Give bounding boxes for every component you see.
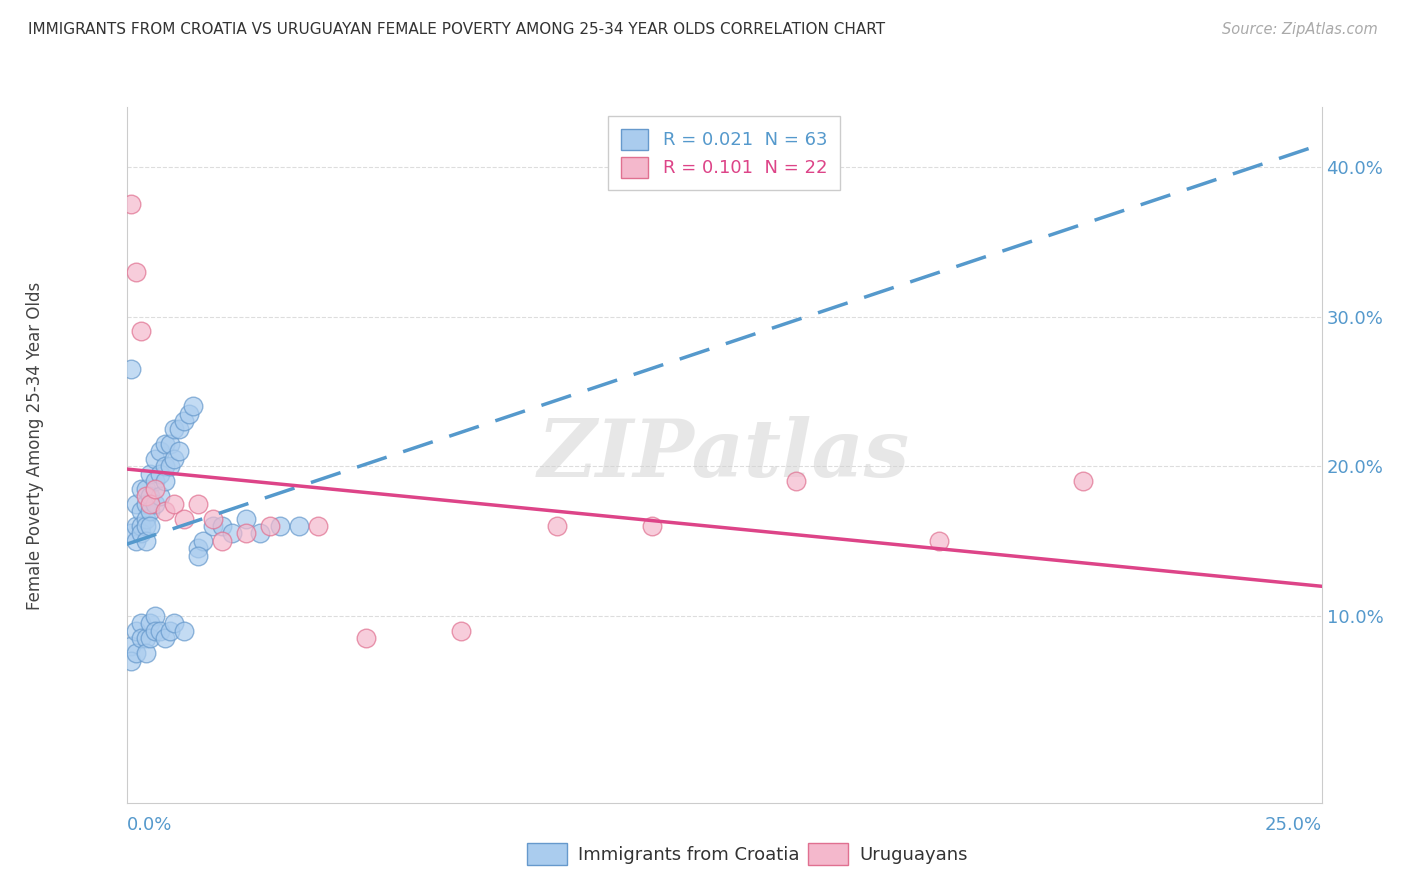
Text: Female Poverty Among 25-34 Year Olds: Female Poverty Among 25-34 Year Olds — [27, 282, 44, 610]
Point — [173, 414, 195, 428]
Point — [129, 504, 152, 518]
Point — [235, 526, 257, 541]
Point — [450, 624, 472, 638]
Text: Source: ZipAtlas.com: Source: ZipAtlas.com — [1222, 22, 1378, 37]
Point — [139, 519, 162, 533]
Point — [143, 624, 166, 638]
Point — [139, 504, 162, 518]
Point — [163, 422, 186, 436]
Point — [173, 624, 195, 638]
Point — [125, 646, 148, 660]
Point — [354, 631, 377, 645]
Text: Uruguayans: Uruguayans — [859, 846, 967, 863]
Text: 25.0%: 25.0% — [1264, 816, 1322, 834]
Point — [125, 624, 148, 638]
Point — [546, 519, 568, 533]
Point — [120, 362, 142, 376]
Point — [125, 265, 148, 279]
Point — [135, 631, 157, 645]
Point — [221, 526, 243, 541]
Point — [139, 467, 162, 481]
Point — [163, 616, 186, 631]
Point — [129, 482, 152, 496]
Point — [120, 639, 142, 653]
Point — [177, 407, 200, 421]
Point — [135, 482, 157, 496]
Point — [153, 504, 176, 518]
Point — [201, 519, 224, 533]
Point — [211, 519, 233, 533]
Point — [159, 624, 181, 638]
Point — [120, 197, 142, 211]
Point — [139, 631, 162, 645]
Point — [163, 451, 186, 466]
Point — [143, 451, 166, 466]
Point — [143, 608, 166, 623]
Point — [211, 533, 233, 548]
Point — [183, 399, 205, 413]
Point — [149, 624, 172, 638]
Point — [139, 497, 162, 511]
Point — [307, 519, 329, 533]
Point — [641, 519, 664, 533]
Point — [159, 436, 181, 450]
Point — [120, 526, 142, 541]
Text: Immigrants from Croatia: Immigrants from Croatia — [578, 846, 800, 863]
Point — [143, 497, 166, 511]
Point — [153, 459, 176, 474]
Point — [135, 511, 157, 525]
Point — [125, 519, 148, 533]
Point — [187, 549, 209, 563]
Point — [269, 519, 291, 533]
Point — [187, 541, 209, 556]
Text: 0.0%: 0.0% — [127, 816, 172, 834]
Point — [235, 511, 257, 525]
Point — [153, 436, 176, 450]
Point — [149, 444, 172, 458]
Point — [135, 519, 157, 533]
Point — [287, 519, 309, 533]
Point — [135, 646, 157, 660]
Point — [143, 482, 166, 496]
Point — [143, 474, 166, 488]
Point — [191, 533, 214, 548]
Point — [928, 533, 950, 548]
Point — [201, 511, 224, 525]
Point — [167, 422, 190, 436]
Point — [187, 497, 209, 511]
Legend: R = 0.021  N = 63, R = 0.101  N = 22: R = 0.021 N = 63, R = 0.101 N = 22 — [609, 116, 839, 190]
Point — [149, 489, 172, 503]
Point — [129, 631, 152, 645]
Text: IMMIGRANTS FROM CROATIA VS URUGUAYAN FEMALE POVERTY AMONG 25-34 YEAR OLDS CORREL: IMMIGRANTS FROM CROATIA VS URUGUAYAN FEM… — [28, 22, 886, 37]
Point — [173, 511, 195, 525]
Point — [135, 489, 157, 503]
Point — [259, 519, 281, 533]
Point — [125, 533, 148, 548]
Point — [139, 489, 162, 503]
Point — [120, 654, 142, 668]
Point — [129, 526, 152, 541]
Point — [1071, 474, 1094, 488]
Point — [135, 497, 157, 511]
Point — [167, 444, 190, 458]
Point — [135, 533, 157, 548]
Point — [129, 325, 152, 339]
Point — [149, 467, 172, 481]
Point — [139, 616, 162, 631]
Text: ZIPatlas: ZIPatlas — [538, 417, 910, 493]
Point — [153, 631, 176, 645]
Point — [159, 459, 181, 474]
Point — [129, 616, 152, 631]
Point — [129, 519, 152, 533]
Point — [249, 526, 271, 541]
Point — [125, 497, 148, 511]
Point — [785, 474, 807, 488]
Point — [153, 474, 176, 488]
Point — [163, 497, 186, 511]
